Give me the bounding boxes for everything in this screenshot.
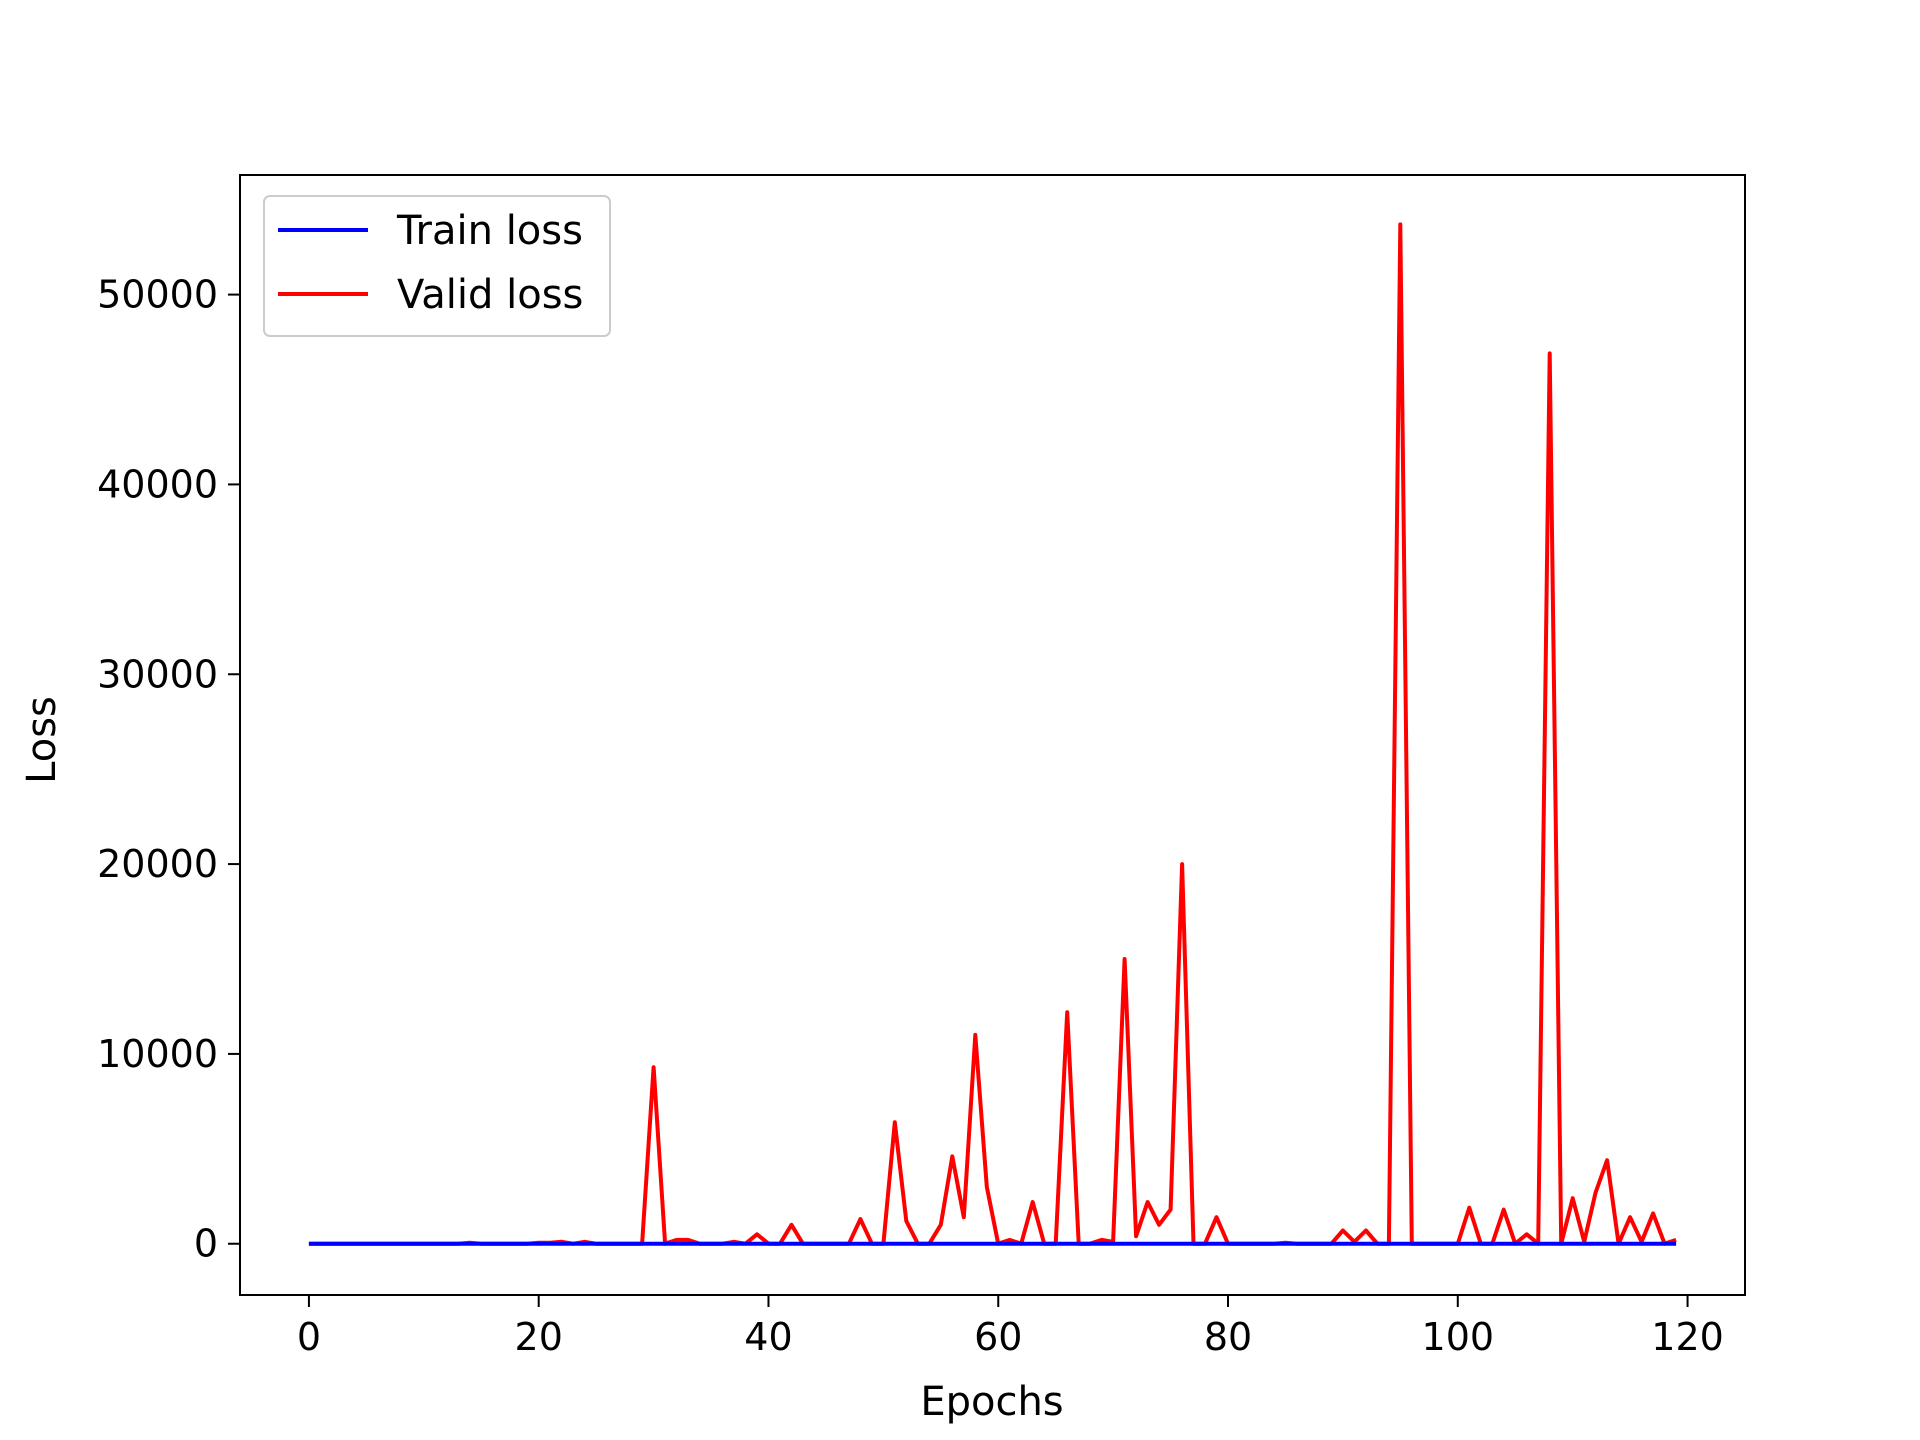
plot-frame <box>239 174 1746 1296</box>
y-tick-label: 10000 <box>97 1032 218 1076</box>
y-tick-label: 0 <box>194 1222 218 1266</box>
y-axis-ticks: 0 10000 20000 30000 40000 50000 <box>97 273 240 1266</box>
x-tick-label: 60 <box>974 1315 1022 1359</box>
x-tick-label: 20 <box>515 1315 563 1359</box>
x-tick-label: 80 <box>1204 1315 1252 1359</box>
x-axis-label: Epochs <box>920 1379 1063 1425</box>
x-tick-label: 100 <box>1422 1315 1495 1359</box>
x-axis-ticks: 0 20 40 60 80 100 120 <box>297 1295 1724 1359</box>
series-lines <box>308 222 1677 1246</box>
x-tick-label: 120 <box>1651 1315 1724 1359</box>
y-tick-label: 30000 <box>97 652 218 696</box>
y-tick-label: 50000 <box>97 273 218 317</box>
x-tick-label: 40 <box>744 1315 792 1359</box>
legend-label-train: Train loss <box>396 208 583 254</box>
y-tick-label: 20000 <box>97 842 218 886</box>
legend-label-valid: Valid loss <box>397 272 583 318</box>
x-tick-label: 0 <box>297 1315 321 1359</box>
y-axis-label: Loss <box>19 696 65 784</box>
y-tick-label: 40000 <box>97 462 218 506</box>
legend: Train loss Valid loss <box>263 195 611 337</box>
